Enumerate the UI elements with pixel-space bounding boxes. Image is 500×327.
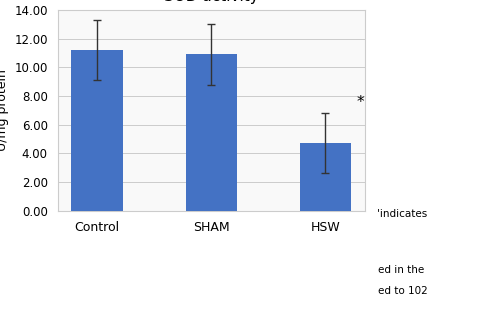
Y-axis label: U/mg protein: U/mg protein bbox=[0, 69, 8, 151]
Text: ed in the: ed in the bbox=[378, 265, 424, 275]
Title: SOD activity: SOD activity bbox=[164, 0, 258, 5]
Text: ed to 102: ed to 102 bbox=[378, 286, 427, 296]
Bar bbox=[186, 54, 237, 211]
Bar bbox=[72, 50, 123, 211]
Text: *: * bbox=[356, 95, 364, 111]
Bar bbox=[300, 143, 351, 211]
Text: 'indicates: 'indicates bbox=[378, 209, 428, 219]
